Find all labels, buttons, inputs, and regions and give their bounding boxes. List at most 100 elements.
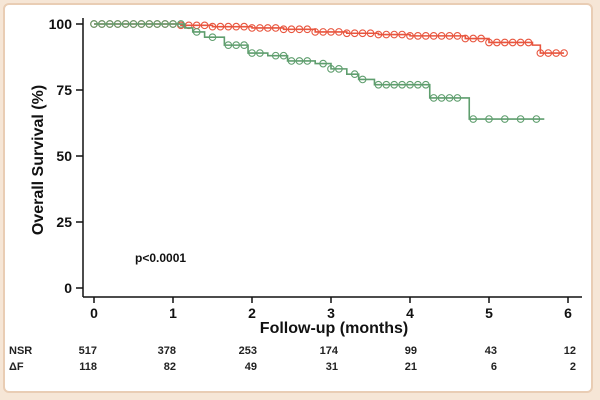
censor-marker <box>437 94 446 102</box>
censor-marker <box>327 28 335 36</box>
risk-cell: 378 <box>158 345 176 357</box>
risk-row-label: ΔF <box>9 361 24 373</box>
censor-marker <box>453 94 462 102</box>
censor-marker <box>311 28 320 36</box>
censor-marker <box>421 32 430 40</box>
censor-marker <box>414 32 422 40</box>
censor-marker <box>374 30 383 39</box>
risk-cell: 118 <box>79 361 97 373</box>
x-axis-title: Follow-up (months) <box>260 320 408 337</box>
series-layer <box>90 20 568 123</box>
censor-marker <box>224 41 233 49</box>
censor-marker <box>437 32 446 40</box>
censor-marker <box>374 80 383 89</box>
censor-marker <box>453 32 462 40</box>
risk-table: NSR 517 378 253 174 99 43 12 ΔF 118 82 49 31 21 6 2 <box>9 345 576 373</box>
censor-marker <box>161 20 169 28</box>
censor-marker <box>192 28 201 36</box>
risk-cell: 6 <box>491 361 497 373</box>
censor-marker <box>532 115 541 123</box>
censor-marker <box>461 34 470 43</box>
censor-marker <box>287 25 296 34</box>
censor-marker <box>271 24 280 32</box>
censor-marker <box>390 30 399 39</box>
censor-marker <box>335 28 343 36</box>
x-tick-label: 1 <box>169 305 177 321</box>
x-tick-label: 3 <box>327 305 335 321</box>
censor-marker <box>279 25 288 34</box>
risk-cell: 174 <box>320 345 339 357</box>
censor-marker <box>129 20 138 28</box>
risk-cell: 43 <box>485 345 497 357</box>
risk-row-label: NSR <box>9 345 32 357</box>
censor-marker <box>342 29 351 38</box>
censor-marker <box>544 49 553 57</box>
survival-curve-line <box>94 23 565 54</box>
censor-marker <box>477 34 485 43</box>
censor-marker <box>493 38 501 47</box>
risk-cell: 517 <box>79 345 97 357</box>
censor-marker <box>295 25 304 34</box>
risk-cell: 2 <box>570 361 576 373</box>
censor-marker <box>263 24 272 32</box>
risk-cell: 21 <box>405 361 417 373</box>
censor-marker <box>113 20 122 28</box>
censor-marker <box>287 57 296 65</box>
figure-frame <box>3 3 593 393</box>
risk-cell: 12 <box>564 345 576 357</box>
censor-marker <box>390 80 399 89</box>
risk-cell: 99 <box>405 345 417 357</box>
censor-marker <box>445 32 454 40</box>
censor-marker <box>240 41 248 49</box>
censor-marker <box>560 49 568 57</box>
censor-marker <box>319 28 327 36</box>
censor-marker <box>216 22 225 31</box>
censor-marker <box>382 80 391 89</box>
censor-marker <box>516 115 525 123</box>
censor-marker <box>169 20 177 28</box>
survival-curve-line <box>94 23 545 120</box>
y-axis-title: Overall Survival (%) <box>30 85 47 235</box>
y-ticks: 0 25 50 75 100 <box>49 16 83 296</box>
risk-cell: 253 <box>239 345 257 357</box>
series-af <box>90 20 545 123</box>
censor-marker <box>303 25 312 34</box>
x-tick-label: 2 <box>248 305 256 321</box>
censor-marker <box>469 115 478 123</box>
x-tick-label: 5 <box>485 305 493 321</box>
censor-marker <box>350 70 359 79</box>
censor-marker <box>366 29 375 38</box>
censor-marker <box>137 20 146 28</box>
y-tick-label: 0 <box>64 280 72 296</box>
censor-marker <box>406 80 414 89</box>
censor-marker <box>485 115 493 123</box>
y-tick-label: 75 <box>56 82 72 98</box>
censor-marker <box>153 20 162 28</box>
censor-marker <box>208 22 217 31</box>
censor-marker <box>500 38 509 47</box>
censor-marker <box>398 80 406 89</box>
censor-marker <box>429 32 438 40</box>
p-value-annotation: p<0.0001 <box>135 251 186 265</box>
x-tick-label: 0 <box>90 305 98 321</box>
censor-marker <box>177 20 185 28</box>
censor-marker <box>335 65 343 73</box>
censor-marker <box>295 57 304 65</box>
y-tick-label: 25 <box>56 214 72 230</box>
censor-marker <box>303 57 312 65</box>
censor-marker <box>145 20 154 28</box>
censor-marker <box>406 32 414 40</box>
censor-marker <box>200 21 209 30</box>
censor-marker <box>500 115 509 123</box>
x-tick-label: 4 <box>406 305 414 321</box>
censor-marker <box>358 29 367 38</box>
censor-marker <box>536 49 545 57</box>
censor-marker <box>208 33 217 42</box>
axes <box>82 18 582 298</box>
censor-marker <box>508 38 517 47</box>
censor-marker <box>445 94 454 102</box>
censor-marker <box>469 34 478 43</box>
censor-marker <box>350 29 359 38</box>
censor-marker <box>271 51 280 60</box>
